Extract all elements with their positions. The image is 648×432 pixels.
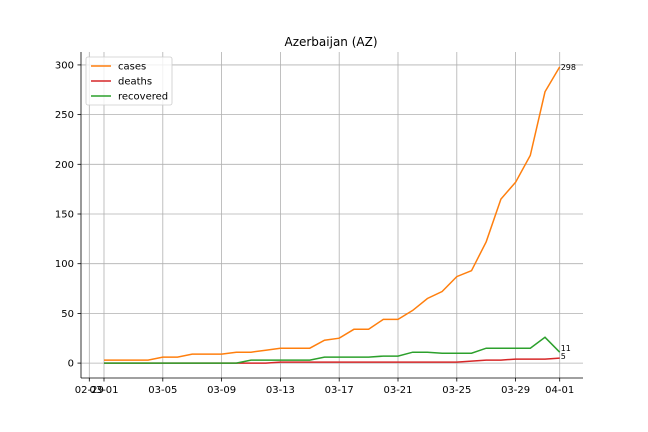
y-tick-label: 100: [55, 259, 74, 270]
series-line-cases: [104, 66, 561, 361]
x-tick-label: 03-01: [89, 385, 118, 396]
legend-label-cases: cases: [118, 62, 146, 73]
x-tick-label: 03-09: [207, 385, 236, 396]
y-tick-label: 300: [55, 60, 74, 71]
end-labels: 298 511: [561, 63, 576, 361]
series-line-recovered: [104, 336, 561, 364]
x-tick-label: 03-21: [383, 385, 412, 396]
y-tick-label: 50: [61, 309, 74, 320]
y-tick-label: 200: [55, 160, 74, 171]
x-tick-label: 03-13: [266, 385, 295, 396]
x-tick-label: 03-25: [442, 385, 471, 396]
end-label-recovered: 11: [561, 344, 571, 353]
x-tick-label: 03-29: [501, 385, 530, 396]
grid-lines: [81, 52, 583, 378]
legend-label-recovered: recovered: [118, 92, 168, 103]
end-label-cases: 298: [561, 63, 576, 72]
axes: [80, 52, 583, 379]
y-tick-label: 150: [55, 210, 74, 221]
end-label-deaths: 5: [561, 352, 566, 361]
legend-label-deaths: deaths: [118, 77, 152, 88]
x-tick-label: 02-29: [75, 385, 104, 396]
x-tick-label: 03-17: [325, 385, 354, 396]
y-tick-label: 250: [55, 110, 74, 121]
series-lines: [104, 66, 561, 364]
y-axis-ticks: 0 50 100 150 200 250 300: [55, 60, 81, 370]
y-tick-label: 0: [68, 359, 74, 370]
legend-box: [85, 56, 173, 106]
legend: cases deaths recovered: [85, 56, 173, 106]
chart-title: Azerbaijan (AZ): [284, 35, 377, 49]
x-tick-label: 04-01: [545, 385, 574, 396]
x-tick-label: 03-05: [148, 385, 177, 396]
